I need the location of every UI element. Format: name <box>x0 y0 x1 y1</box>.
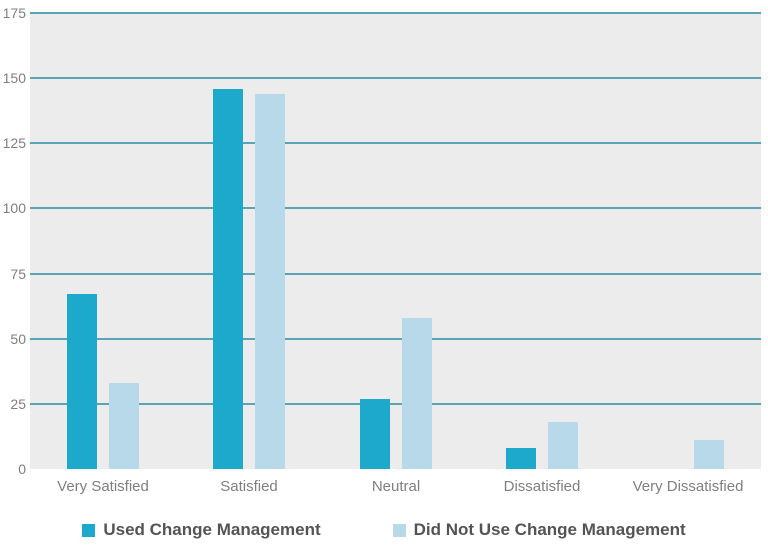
x-category-label-neutral: Neutral <box>371 478 421 495</box>
bar-neutral-series-0 <box>360 399 390 469</box>
legend-label: Did Not Use Change Management <box>413 520 686 539</box>
gridline-y-125 <box>30 142 761 145</box>
bar-very-dissatisfied-series-1 <box>694 440 724 469</box>
x-category-label-very-dissatisfied: Very Dissatisfied <box>632 478 744 495</box>
bar-satisfied-series-0 <box>213 89 243 469</box>
y-tick-label-175: 175 <box>2 5 26 21</box>
bar-very-satisfied-series-1 <box>109 383 139 469</box>
y-tick-label-100: 100 <box>2 200 26 217</box>
legend-swatch-icon <box>82 523 96 537</box>
gridline-y-75 <box>30 272 761 275</box>
x-category-label-very-satisfied: Very Satisfied <box>57 478 149 495</box>
x-category-label-dissatisfied: Dissatisfied <box>503 478 581 495</box>
legend-swatch-icon <box>392 523 406 537</box>
bar-very-satisfied-series-0 <box>67 294 97 469</box>
gridline-y-175 <box>30 12 761 14</box>
x-category-label-satisfied: Satisfied <box>220 478 278 495</box>
gridline-y-150 <box>30 77 761 80</box>
bar-dissatisfied-series-1 <box>548 422 578 469</box>
bar-dissatisfied-series-0 <box>506 448 536 469</box>
y-tick-label-50: 50 <box>10 330 26 347</box>
chart-legend: Used Change Management Did Not Use Change… <box>0 520 768 540</box>
y-tick-label-150: 150 <box>2 70 26 87</box>
plot-area <box>30 12 761 469</box>
legend-label: Used Change Management <box>103 520 321 539</box>
y-tick-label-25: 25 <box>10 395 26 412</box>
bar-satisfied-series-1 <box>255 94 285 469</box>
y-tick-label-125: 125 <box>2 135 26 152</box>
gridline-y-100 <box>30 207 761 210</box>
y-tick-label-0: 0 <box>18 461 26 477</box>
gridline-y-25 <box>30 402 761 405</box>
legend-item-1: Did Not Use Change Management <box>392 520 686 540</box>
legend-item-0: Used Change Management <box>82 520 321 540</box>
gridline-y-50 <box>30 337 761 340</box>
y-tick-label-75: 75 <box>10 265 26 282</box>
bar-neutral-series-1 <box>402 318 432 469</box>
